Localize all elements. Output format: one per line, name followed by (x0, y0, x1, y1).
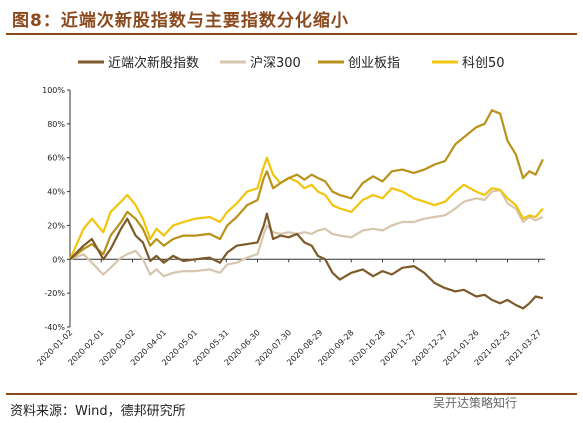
y-tick-label: 100% (42, 86, 65, 95)
series-line-0 (69, 212, 544, 310)
figure-title: 图8：近端次新股指数与主要指数分化缩小 (12, 11, 349, 31)
y-tick-label: 0% (52, 255, 65, 264)
legend-label-2: 创业板指 (348, 56, 400, 71)
watermark-text: 吴开达策略知行 (433, 396, 518, 410)
series-line-2 (69, 109, 544, 261)
series-line-3 (68, 156, 544, 260)
legend-label-3: 科创50 (462, 56, 505, 71)
y-tick-label: 80% (47, 120, 65, 129)
legend-label-1: 沪深300 (250, 55, 301, 71)
y-tick-label: -40% (44, 323, 65, 332)
y-tick-label: 20% (47, 221, 65, 230)
source-divider (6, 393, 577, 395)
y-tick-label: 60% (47, 154, 65, 163)
series-line-1 (69, 188, 544, 278)
y-tick-label: 40% (47, 188, 65, 197)
source-note: 资料来源：Wind，德邦研究所 (10, 404, 186, 419)
line-chart: 100%80%60%40%20%0%-20%-40%2020-01-022020… (35, 55, 545, 367)
title-divider (6, 33, 577, 35)
legend-label-0: 近端次新股指数 (108, 55, 199, 71)
y-tick-label: -20% (44, 289, 65, 298)
